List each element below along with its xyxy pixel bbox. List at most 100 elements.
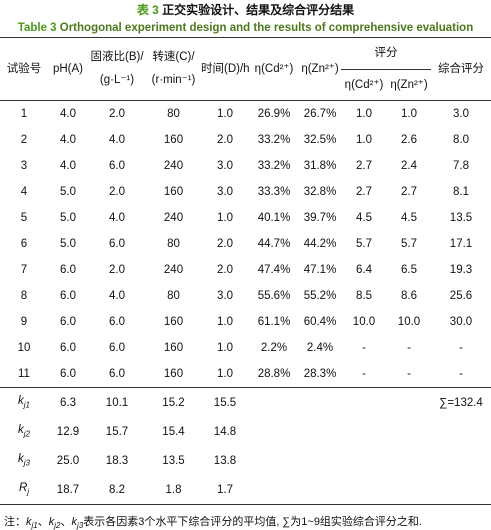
table-cell: 15.5 (201, 387, 249, 417)
table-row: 11 6.0 6.0 160 1.0 28.8% 28.3% - - - (0, 361, 491, 388)
table-cell: 2 (20, 134, 28, 146)
table-cell: 55.2% (303, 290, 337, 302)
table-cell: 4.0 (60, 134, 76, 146)
table-cell: 6.0 (60, 368, 76, 380)
table-cell: kj1 (0, 387, 48, 417)
table-cell: 4.0 (109, 134, 125, 146)
table-cell (387, 446, 431, 475)
note-subscript: j1 (31, 521, 38, 530)
header-unit: (r·min⁻¹) (151, 74, 196, 86)
table-cell: 60.4% (303, 316, 337, 328)
table-cell (387, 417, 431, 446)
table-cell: 4.0 (60, 160, 76, 172)
note: 注：kj1、kj2、kj3表示各因素3个水平下综合评分的平均值, ∑为1~9组实… (0, 505, 491, 530)
table-cell: 5 (20, 212, 28, 224)
note-text: 表示各因素3个水平下综合评分的平均值, ∑为1~9组实验综合评分之和. (83, 516, 422, 528)
table-cell: 3.0 (217, 160, 233, 172)
table-cell: 3 (20, 160, 28, 172)
table-cell (387, 475, 431, 505)
table-cell: 2.0 (109, 264, 125, 276)
table-cell: 4 (20, 186, 28, 198)
table-cell (299, 417, 341, 446)
table-cell (387, 387, 431, 417)
table-cell: 5.7 (356, 238, 372, 250)
table-cell: 19.3 (449, 264, 473, 276)
table-cell: 30.0 (449, 316, 473, 328)
table-cell: 240 (163, 264, 184, 276)
table-cell: 47.1% (303, 264, 337, 276)
table-cell: 6.0 (60, 342, 76, 354)
note-subscript: j2 (54, 521, 61, 530)
table-cell: 8.2 (88, 475, 146, 505)
table-cell (299, 446, 341, 475)
table-cell: 18.3 (105, 454, 129, 467)
table-cell: 1.0 (341, 100, 387, 127)
table-cell: - (362, 368, 366, 380)
table-cell: 7 (20, 264, 28, 276)
table-cell: 1.0 (356, 134, 372, 146)
table-cell: 13.5 (162, 454, 185, 467)
table-cell: - (459, 342, 463, 354)
table-cell: 32.5% (303, 134, 337, 146)
table-cell: 1.7 (201, 475, 249, 505)
table-cell: 15.7 (105, 425, 129, 438)
table: 试验号 pH(A) 固液比(B)/ (g·L⁻¹) 转速(C)/ (r·min⁻¹)… (0, 37, 491, 505)
table-cell: - (407, 342, 411, 354)
table-row: kj2 12.9 15.7 15.4 14.8 (0, 417, 491, 446)
table-cell (249, 417, 299, 446)
table-cell (341, 387, 387, 417)
table-cell: 6.0 (60, 316, 76, 328)
table-cell: 6.0 (109, 238, 125, 250)
table-cell: 10 (17, 342, 31, 354)
table-cell: 15.2 (146, 387, 201, 417)
table-cell: ∑=132.4 (431, 387, 491, 417)
table-cell: 39.7% (303, 212, 337, 224)
table-cell: 44.7% (257, 238, 291, 250)
table-cell: 10.0 (352, 316, 376, 328)
table-cell: 3.0 (217, 290, 233, 302)
table-cell (431, 417, 491, 446)
table-cell: 44.2% (303, 238, 337, 250)
table-cell: 3.0 (217, 186, 233, 198)
table-cell: 5.0 (60, 212, 76, 224)
table-cell: 4.5 (401, 212, 417, 224)
table-cell: 2.4% (306, 342, 334, 354)
table-cell: 6.0 (60, 264, 76, 276)
table-cell: 9 (20, 316, 28, 328)
table-cell (249, 475, 299, 505)
table-cell: 33.2% (257, 160, 291, 172)
title: 表 3 正交实验设计、结果及综合评分结果 (0, 0, 491, 20)
table-cell: 1.0 (387, 100, 431, 127)
title-en-label: Table 3 (17, 22, 57, 34)
k-subscript: j2 (23, 429, 30, 439)
table-cell (299, 387, 341, 417)
table-cell: 1.0 (217, 368, 233, 380)
header-cell: 转速(C)/ (r·min⁻¹) (146, 38, 201, 101)
table-cell: 1.0 (217, 342, 233, 354)
header-cell: 试验号 (6, 62, 42, 75)
title-text: 正交实验设计、结果及综合评分结果 (162, 3, 355, 17)
table-cell: 28.3% (303, 368, 337, 380)
title-en: Table 3 Orthogonal experiment design and… (0, 20, 491, 37)
table-cell: 33.2% (257, 134, 291, 146)
table-cell: 11 (18, 368, 30, 380)
table-cell: 80 (146, 100, 201, 127)
table-cell: 4.0 (109, 290, 125, 302)
table-cell: 31.8% (303, 160, 337, 172)
note-text: 、 (60, 516, 72, 528)
table-cell: 4.0 (48, 100, 88, 127)
table-cell: 33.3% (257, 186, 291, 198)
table-cell: 8.5 (356, 290, 372, 302)
table-cell: 10.1 (88, 387, 146, 417)
table-cell: 25.0 (56, 454, 80, 467)
note-var: k (71, 516, 77, 528)
table-cell (299, 475, 341, 505)
header-cell: 时间(D)/h (201, 62, 249, 75)
table-cell: 2.0 (217, 264, 233, 276)
note-var: k (26, 516, 32, 528)
table-cell: 5.0 (60, 186, 76, 198)
k-label: k (18, 453, 24, 466)
table-cell: 61.1% (257, 316, 291, 328)
table-cell: 160 (163, 186, 184, 198)
